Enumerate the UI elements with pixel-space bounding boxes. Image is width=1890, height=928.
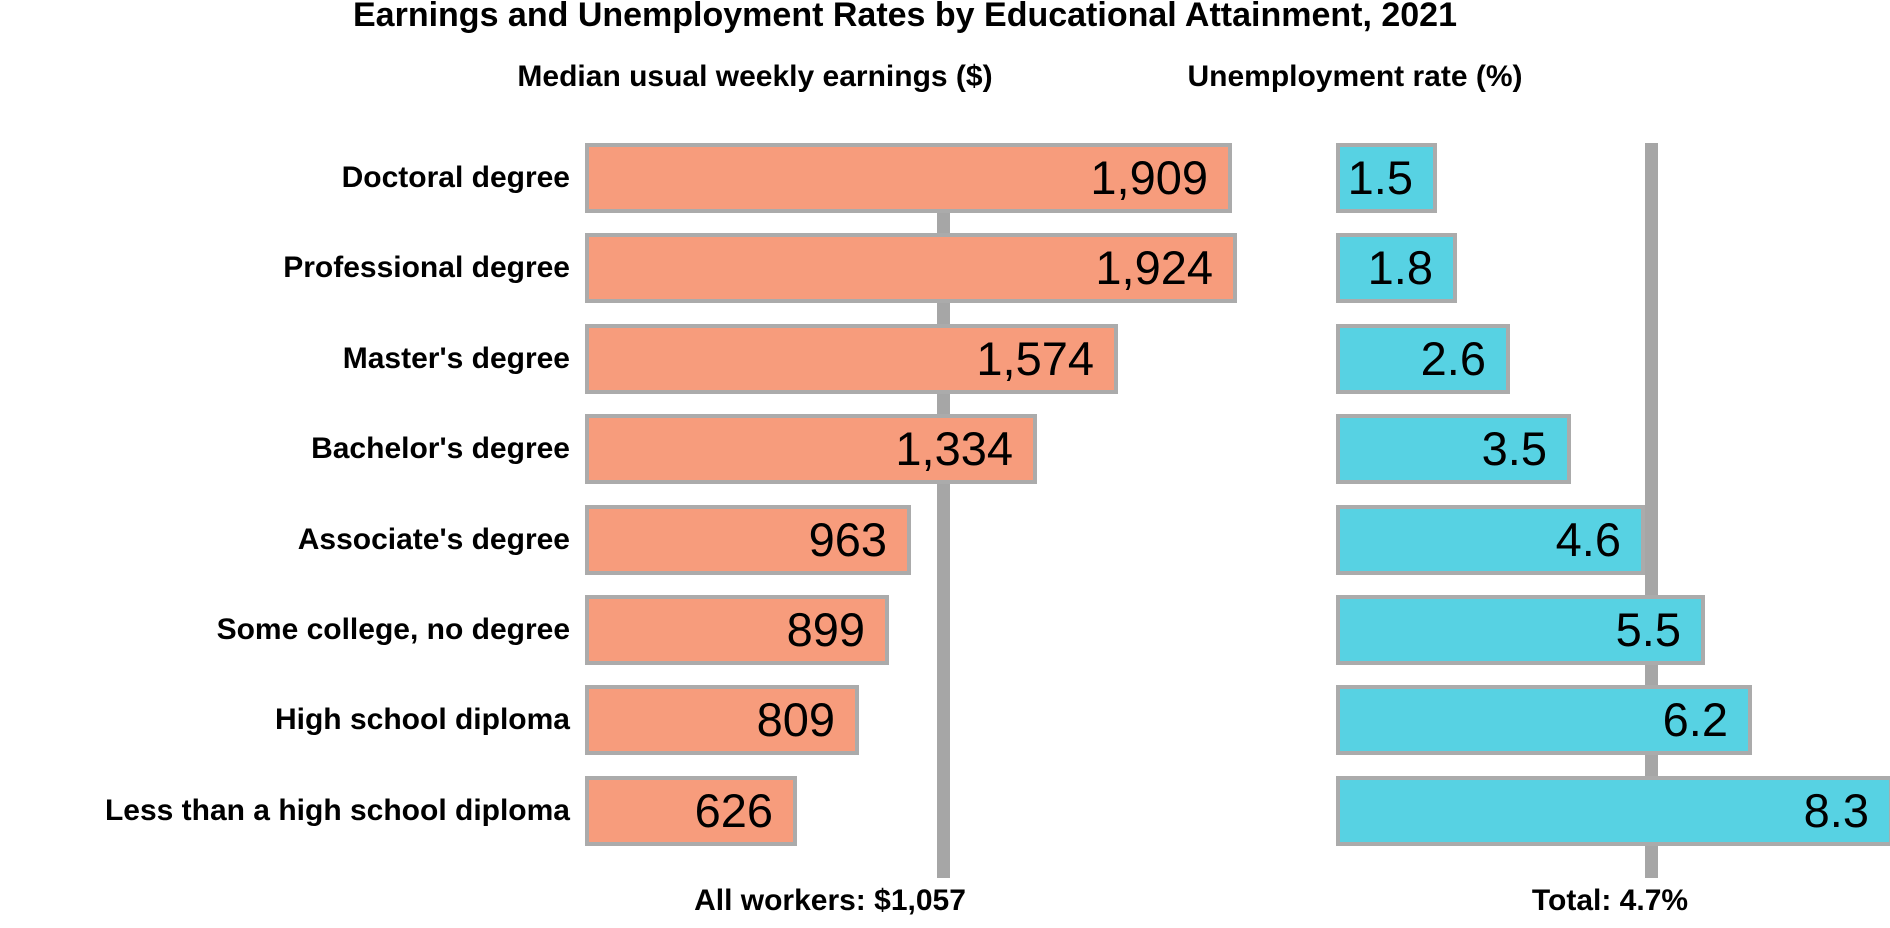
unemployment-value-label: 5.5 (1615, 603, 1681, 656)
earnings-value-label: 626 (694, 784, 773, 837)
unemployment-bar: 4.6 (1336, 505, 1645, 575)
earnings-bar: 626 (585, 776, 797, 846)
category-label: Some college, no degree (216, 613, 570, 646)
earnings-bar: 963 (585, 505, 911, 575)
earnings-value-label: 809 (756, 693, 835, 746)
earnings-value-label: 1,924 (1095, 241, 1213, 294)
unemployment-value-label: 1.8 (1367, 241, 1433, 294)
unemployment-bar: 1.5 (1336, 143, 1437, 213)
category-label: Bachelor's degree (311, 432, 570, 465)
earnings-value-label: 963 (808, 513, 887, 566)
category-label: Associate's degree (297, 523, 570, 556)
category-label: Less than a high school diploma (104, 794, 570, 827)
earnings-value-label: 899 (786, 603, 865, 656)
earnings-column-heading: Median usual weekly earnings ($) (517, 60, 993, 93)
unemployment-value-label: 3.5 (1481, 422, 1547, 475)
unemployment-bar: 3.5 (1336, 414, 1571, 484)
total-rate-label: Total: 4.7% (1531, 884, 1689, 917)
earnings-value-label: 1,909 (1090, 151, 1208, 204)
category-label: High school diploma (274, 703, 570, 736)
unemployment-value-label: 6.2 (1662, 693, 1728, 746)
unemployment-average-reference-line (1645, 143, 1658, 878)
unemployment-value-label: 1.5 (1347, 151, 1413, 204)
unemployment-bar: 8.3 (1336, 776, 1890, 846)
unemployment-value-label: 2.6 (1420, 332, 1486, 385)
earnings-bar: 1,334 (585, 414, 1037, 484)
unemployment-bar: 1.8 (1336, 233, 1457, 303)
earnings-bar: 809 (585, 685, 859, 755)
all-workers-average-label: All workers: $1,057 (694, 884, 966, 917)
unemployment-value-label: 4.6 (1555, 513, 1621, 566)
earnings-bar: 1,909 (585, 143, 1232, 213)
category-label: Master's degree (342, 342, 570, 375)
earnings-value-label: 1,334 (895, 422, 1013, 475)
earnings-bar: 1,574 (585, 324, 1118, 394)
chart-title: Earnings and Unemployment Rates by Educa… (353, 0, 1457, 34)
unemployment-column-heading: Unemployment rate (%) (1187, 60, 1523, 93)
earnings-value-label: 1,574 (976, 332, 1094, 385)
category-label: Professional degree (283, 251, 570, 284)
unemployment-bar: 2.6 (1336, 324, 1510, 394)
unemployment-bar: 5.5 (1336, 595, 1705, 665)
earnings-bar: 899 (585, 595, 889, 665)
unemployment-bar: 6.2 (1336, 685, 1752, 755)
unemployment-value-label: 8.3 (1803, 784, 1869, 837)
category-label: Doctoral degree (341, 161, 570, 194)
earnings-bar: 1,924 (585, 233, 1237, 303)
